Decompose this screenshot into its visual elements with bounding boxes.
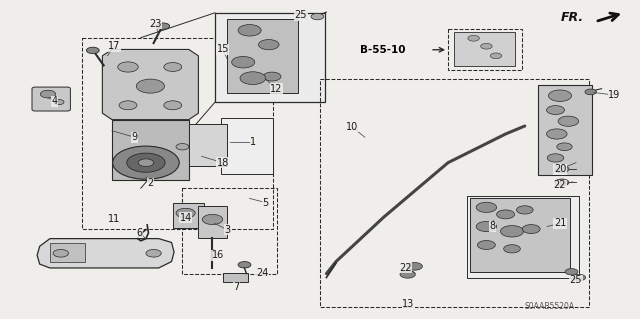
- Text: 12: 12: [270, 84, 283, 94]
- Circle shape: [500, 226, 524, 237]
- Circle shape: [522, 225, 540, 234]
- Bar: [467, 196, 579, 278]
- Circle shape: [477, 241, 495, 249]
- Circle shape: [238, 262, 251, 268]
- Text: 21: 21: [554, 218, 566, 228]
- Circle shape: [516, 206, 533, 214]
- Bar: [50, 243, 85, 262]
- Circle shape: [497, 210, 515, 219]
- Circle shape: [490, 53, 502, 59]
- Bar: [223, 273, 248, 282]
- Circle shape: [548, 90, 572, 101]
- Circle shape: [136, 79, 164, 93]
- Circle shape: [54, 100, 64, 105]
- Bar: [454, 32, 515, 66]
- Polygon shape: [102, 49, 198, 120]
- Bar: [448, 29, 522, 70]
- Polygon shape: [112, 120, 189, 180]
- Text: S0AAB5520A: S0AAB5520A: [524, 302, 574, 311]
- Text: 19: 19: [608, 90, 621, 100]
- Text: 23: 23: [149, 19, 162, 29]
- Circle shape: [53, 249, 68, 257]
- Text: 22: 22: [554, 180, 566, 190]
- Bar: [538, 85, 592, 175]
- Text: 4: 4: [51, 96, 58, 107]
- Circle shape: [555, 166, 569, 173]
- Circle shape: [468, 35, 479, 41]
- Text: 1: 1: [250, 137, 257, 147]
- Circle shape: [238, 25, 261, 36]
- Circle shape: [176, 208, 195, 218]
- Bar: [182, 188, 277, 274]
- Circle shape: [86, 47, 99, 54]
- Text: 8: 8: [490, 221, 496, 232]
- Polygon shape: [37, 239, 174, 268]
- Text: 24: 24: [256, 268, 269, 278]
- Circle shape: [547, 154, 564, 162]
- Text: 10: 10: [346, 122, 358, 132]
- Circle shape: [127, 153, 165, 172]
- Circle shape: [557, 143, 572, 151]
- Text: 2: 2: [147, 178, 154, 189]
- Circle shape: [547, 106, 564, 115]
- Circle shape: [119, 101, 137, 110]
- Circle shape: [558, 116, 579, 126]
- Bar: [470, 198, 570, 272]
- Text: 13: 13: [402, 299, 415, 309]
- Circle shape: [118, 62, 138, 72]
- Circle shape: [40, 90, 56, 98]
- Circle shape: [164, 101, 182, 110]
- Text: 16: 16: [211, 250, 224, 260]
- Bar: [173, 203, 204, 228]
- Circle shape: [573, 274, 586, 281]
- Circle shape: [202, 214, 223, 225]
- Circle shape: [504, 245, 520, 253]
- Circle shape: [263, 72, 281, 81]
- Text: 14: 14: [179, 212, 192, 223]
- Text: 7: 7: [234, 282, 240, 292]
- Text: 17: 17: [108, 41, 120, 51]
- Bar: [198, 206, 227, 238]
- Circle shape: [407, 263, 422, 270]
- Text: 18: 18: [216, 158, 229, 168]
- Text: 22: 22: [399, 263, 412, 273]
- Circle shape: [138, 159, 154, 167]
- Text: 11: 11: [108, 213, 120, 224]
- Circle shape: [176, 144, 189, 150]
- Circle shape: [476, 221, 497, 232]
- Bar: [320, 79, 589, 307]
- Text: 5: 5: [262, 197, 269, 208]
- Text: FR.: FR.: [561, 11, 584, 24]
- Text: 25: 25: [570, 275, 582, 285]
- Bar: [189, 124, 227, 166]
- Bar: [227, 19, 298, 93]
- Text: 15: 15: [216, 44, 229, 55]
- Text: 9: 9: [131, 132, 138, 142]
- Circle shape: [400, 271, 415, 278]
- Circle shape: [232, 56, 255, 68]
- Circle shape: [146, 249, 161, 257]
- Circle shape: [476, 202, 497, 212]
- Circle shape: [565, 269, 578, 275]
- Bar: [82, 38, 273, 229]
- Circle shape: [585, 89, 596, 95]
- Circle shape: [164, 63, 182, 71]
- Circle shape: [240, 72, 266, 85]
- Text: 20: 20: [554, 164, 566, 174]
- Text: 6: 6: [136, 228, 143, 238]
- Circle shape: [311, 13, 324, 20]
- Circle shape: [481, 43, 492, 49]
- Circle shape: [259, 40, 279, 50]
- FancyBboxPatch shape: [32, 87, 70, 111]
- Circle shape: [555, 179, 569, 186]
- Circle shape: [157, 23, 170, 29]
- Text: 3: 3: [224, 225, 230, 235]
- Text: 25: 25: [294, 10, 307, 20]
- Text: B-55-10: B-55-10: [360, 45, 406, 55]
- Circle shape: [547, 129, 567, 139]
- Bar: [215, 13, 325, 102]
- Bar: [221, 118, 273, 174]
- Circle shape: [113, 146, 179, 179]
